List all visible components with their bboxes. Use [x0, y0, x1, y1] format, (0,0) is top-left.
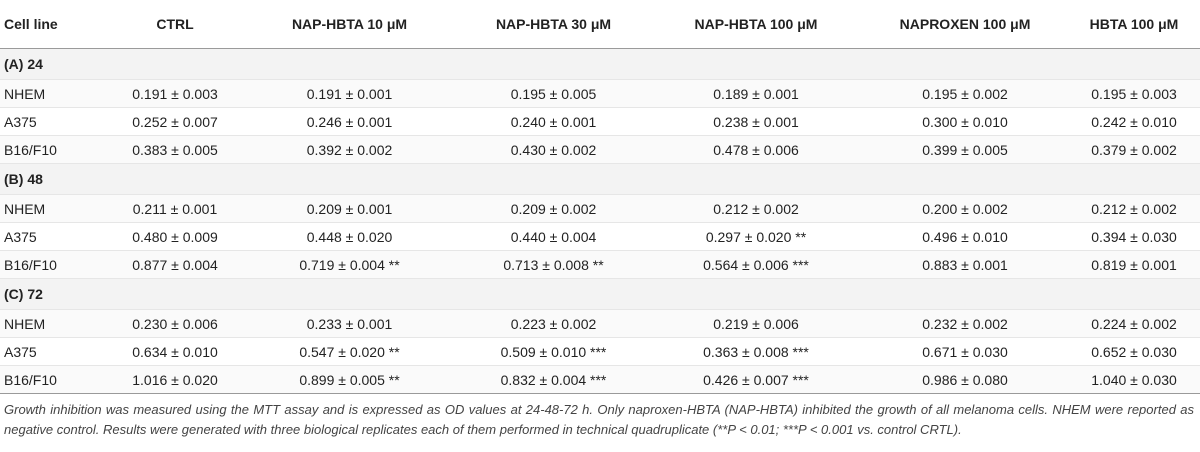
- table-body: (A) 24 NHEM 0.191 ± 0.003 0.191 ± 0.001 0.19…: [0, 48, 1200, 394]
- cell-line-label: B16/F10: [0, 365, 108, 394]
- group-label: (A) 24: [0, 48, 1200, 80]
- value-cell: 0.219 ± 0.006: [650, 309, 862, 338]
- table-row: B16/F10 0.877 ± 0.004 0.719 ± 0.004 ** 0.71…: [0, 250, 1200, 279]
- value-cell: 0.223 ± 0.002: [457, 309, 650, 338]
- value-cell: 0.297 ± 0.020 **: [650, 222, 862, 251]
- results-table: Cell line CTRL NAP-HBTA 10 μM NAP-HBTA 3…: [0, 0, 1200, 394]
- table-row: A375 0.480 ± 0.009 0.448 ± 0.020 0.440 ± 0.…: [0, 222, 1200, 251]
- value-cell: 0.195 ± 0.002: [862, 79, 1068, 108]
- value-cell: 0.363 ± 0.008 ***: [650, 337, 862, 366]
- table-row: A375 0.634 ± 0.010 0.547 ± 0.020 ** 0.509 ±…: [0, 337, 1200, 366]
- value-cell: 0.509 ± 0.010 ***: [457, 337, 650, 366]
- group-label: (C) 72: [0, 278, 1200, 310]
- group-row: (C) 72: [0, 278, 1200, 310]
- value-cell: 0.671 ± 0.030: [862, 337, 1068, 366]
- value-cell: 0.191 ± 0.003: [108, 79, 242, 108]
- value-cell: 0.986 ± 0.080: [862, 365, 1068, 394]
- table-row: B16/F10 1.016 ± 0.020 0.899 ± 0.005 ** 0.83…: [0, 365, 1200, 394]
- group-row: (A) 24: [0, 48, 1200, 80]
- group-label: (B) 48: [0, 163, 1200, 195]
- table-footnote: Growth inhibition was measured using the…: [4, 402, 1194, 437]
- value-cell: 0.392 ± 0.002: [242, 135, 457, 164]
- table-row: NHEM 0.191 ± 0.003 0.191 ± 0.001 0.195 ± 0.…: [0, 79, 1200, 108]
- value-cell: 0.634 ± 0.010: [108, 337, 242, 366]
- value-cell: 0.240 ± 0.001: [457, 107, 650, 136]
- cell-line-label: A375: [0, 107, 108, 136]
- table-row: B16/F10 0.383 ± 0.005 0.392 ± 0.002 0.430 ±…: [0, 135, 1200, 164]
- group-row: (B) 48: [0, 163, 1200, 195]
- value-cell: 0.211 ± 0.001: [108, 194, 242, 223]
- value-cell: 0.430 ± 0.002: [457, 135, 650, 164]
- value-cell: 0.496 ± 0.010: [862, 222, 1068, 251]
- cell-line-label: B16/F10: [0, 135, 108, 164]
- value-cell: 0.200 ± 0.002: [862, 194, 1068, 223]
- value-cell: 0.242 ± 0.010: [1068, 107, 1200, 136]
- cell-line-label: NHEM: [0, 309, 108, 338]
- value-cell: 0.652 ± 0.030: [1068, 337, 1200, 366]
- value-cell: 0.189 ± 0.001: [650, 79, 862, 108]
- header-naproxen-100: NAPROXEN 100 μM: [862, 0, 1068, 49]
- value-cell: 0.832 ± 0.004 ***: [457, 365, 650, 394]
- value-cell: 0.224 ± 0.002: [1068, 309, 1200, 338]
- value-cell: 0.233 ± 0.001: [242, 309, 457, 338]
- value-cell: 0.191 ± 0.001: [242, 79, 457, 108]
- value-cell: 0.564 ± 0.006 ***: [650, 250, 862, 279]
- value-cell: 0.399 ± 0.005: [862, 135, 1068, 164]
- value-cell: 0.480 ± 0.009: [108, 222, 242, 251]
- value-cell: 0.209 ± 0.002: [457, 194, 650, 223]
- cell-line-label: A375: [0, 222, 108, 251]
- value-cell: 0.448 ± 0.020: [242, 222, 457, 251]
- table-row: NHEM 0.211 ± 0.001 0.209 ± 0.001 0.209 ± 0.…: [0, 194, 1200, 223]
- table-header-row: Cell line CTRL NAP-HBTA 10 μM NAP-HBTA 3…: [0, 0, 1200, 49]
- value-cell: 0.209 ± 0.001: [242, 194, 457, 223]
- value-cell: 0.252 ± 0.007: [108, 107, 242, 136]
- table-row: NHEM 0.230 ± 0.006 0.233 ± 0.001 0.223 ± 0.…: [0, 309, 1200, 338]
- value-cell: 0.713 ± 0.008 **: [457, 250, 650, 279]
- value-cell: 1.040 ± 0.030: [1068, 365, 1200, 394]
- cell-line-label: B16/F10: [0, 250, 108, 279]
- value-cell: 0.195 ± 0.003: [1068, 79, 1200, 108]
- value-cell: 0.238 ± 0.001: [650, 107, 862, 136]
- value-cell: 0.379 ± 0.002: [1068, 135, 1200, 164]
- cell-line-label: NHEM: [0, 79, 108, 108]
- header-nap-hbta-100: NAP-HBTA 100 μM: [650, 0, 862, 49]
- value-cell: 0.212 ± 0.002: [1068, 194, 1200, 223]
- value-cell: 0.394 ± 0.030: [1068, 222, 1200, 251]
- header-ctrl: CTRL: [108, 0, 242, 49]
- value-cell: 0.877 ± 0.004: [108, 250, 242, 279]
- value-cell: 0.383 ± 0.005: [108, 135, 242, 164]
- value-cell: 0.883 ± 0.001: [862, 250, 1068, 279]
- value-cell: 0.719 ± 0.004 **: [242, 250, 457, 279]
- value-cell: 0.212 ± 0.002: [650, 194, 862, 223]
- value-cell: 0.246 ± 0.001: [242, 107, 457, 136]
- value-cell: 0.899 ± 0.005 **: [242, 365, 457, 394]
- value-cell: 0.300 ± 0.010: [862, 107, 1068, 136]
- value-cell: 0.195 ± 0.005: [457, 79, 650, 108]
- table-row: A375 0.252 ± 0.007 0.246 ± 0.001 0.240 ± 0.…: [0, 107, 1200, 136]
- value-cell: 0.426 ± 0.007 ***: [650, 365, 862, 394]
- cell-line-label: A375: [0, 337, 108, 366]
- header-nap-hbta-10: NAP-HBTA 10 μM: [242, 0, 457, 49]
- results-table-container: Cell line CTRL NAP-HBTA 10 μM NAP-HBTA 3…: [0, 0, 1200, 437]
- value-cell: 0.478 ± 0.006: [650, 135, 862, 164]
- value-cell: 0.440 ± 0.004: [457, 222, 650, 251]
- cell-line-label: NHEM: [0, 194, 108, 223]
- value-cell: 1.016 ± 0.020: [108, 365, 242, 394]
- header-cell-line: Cell line: [0, 0, 108, 49]
- value-cell: 0.547 ± 0.020 **: [242, 337, 457, 366]
- value-cell: 0.230 ± 0.006: [108, 309, 242, 338]
- value-cell: 0.819 ± 0.001: [1068, 250, 1200, 279]
- header-nap-hbta-30: NAP-HBTA 30 μM: [457, 0, 650, 49]
- value-cell: 0.232 ± 0.002: [862, 309, 1068, 338]
- header-hbta-100: HBTA 100 μM: [1068, 0, 1200, 49]
